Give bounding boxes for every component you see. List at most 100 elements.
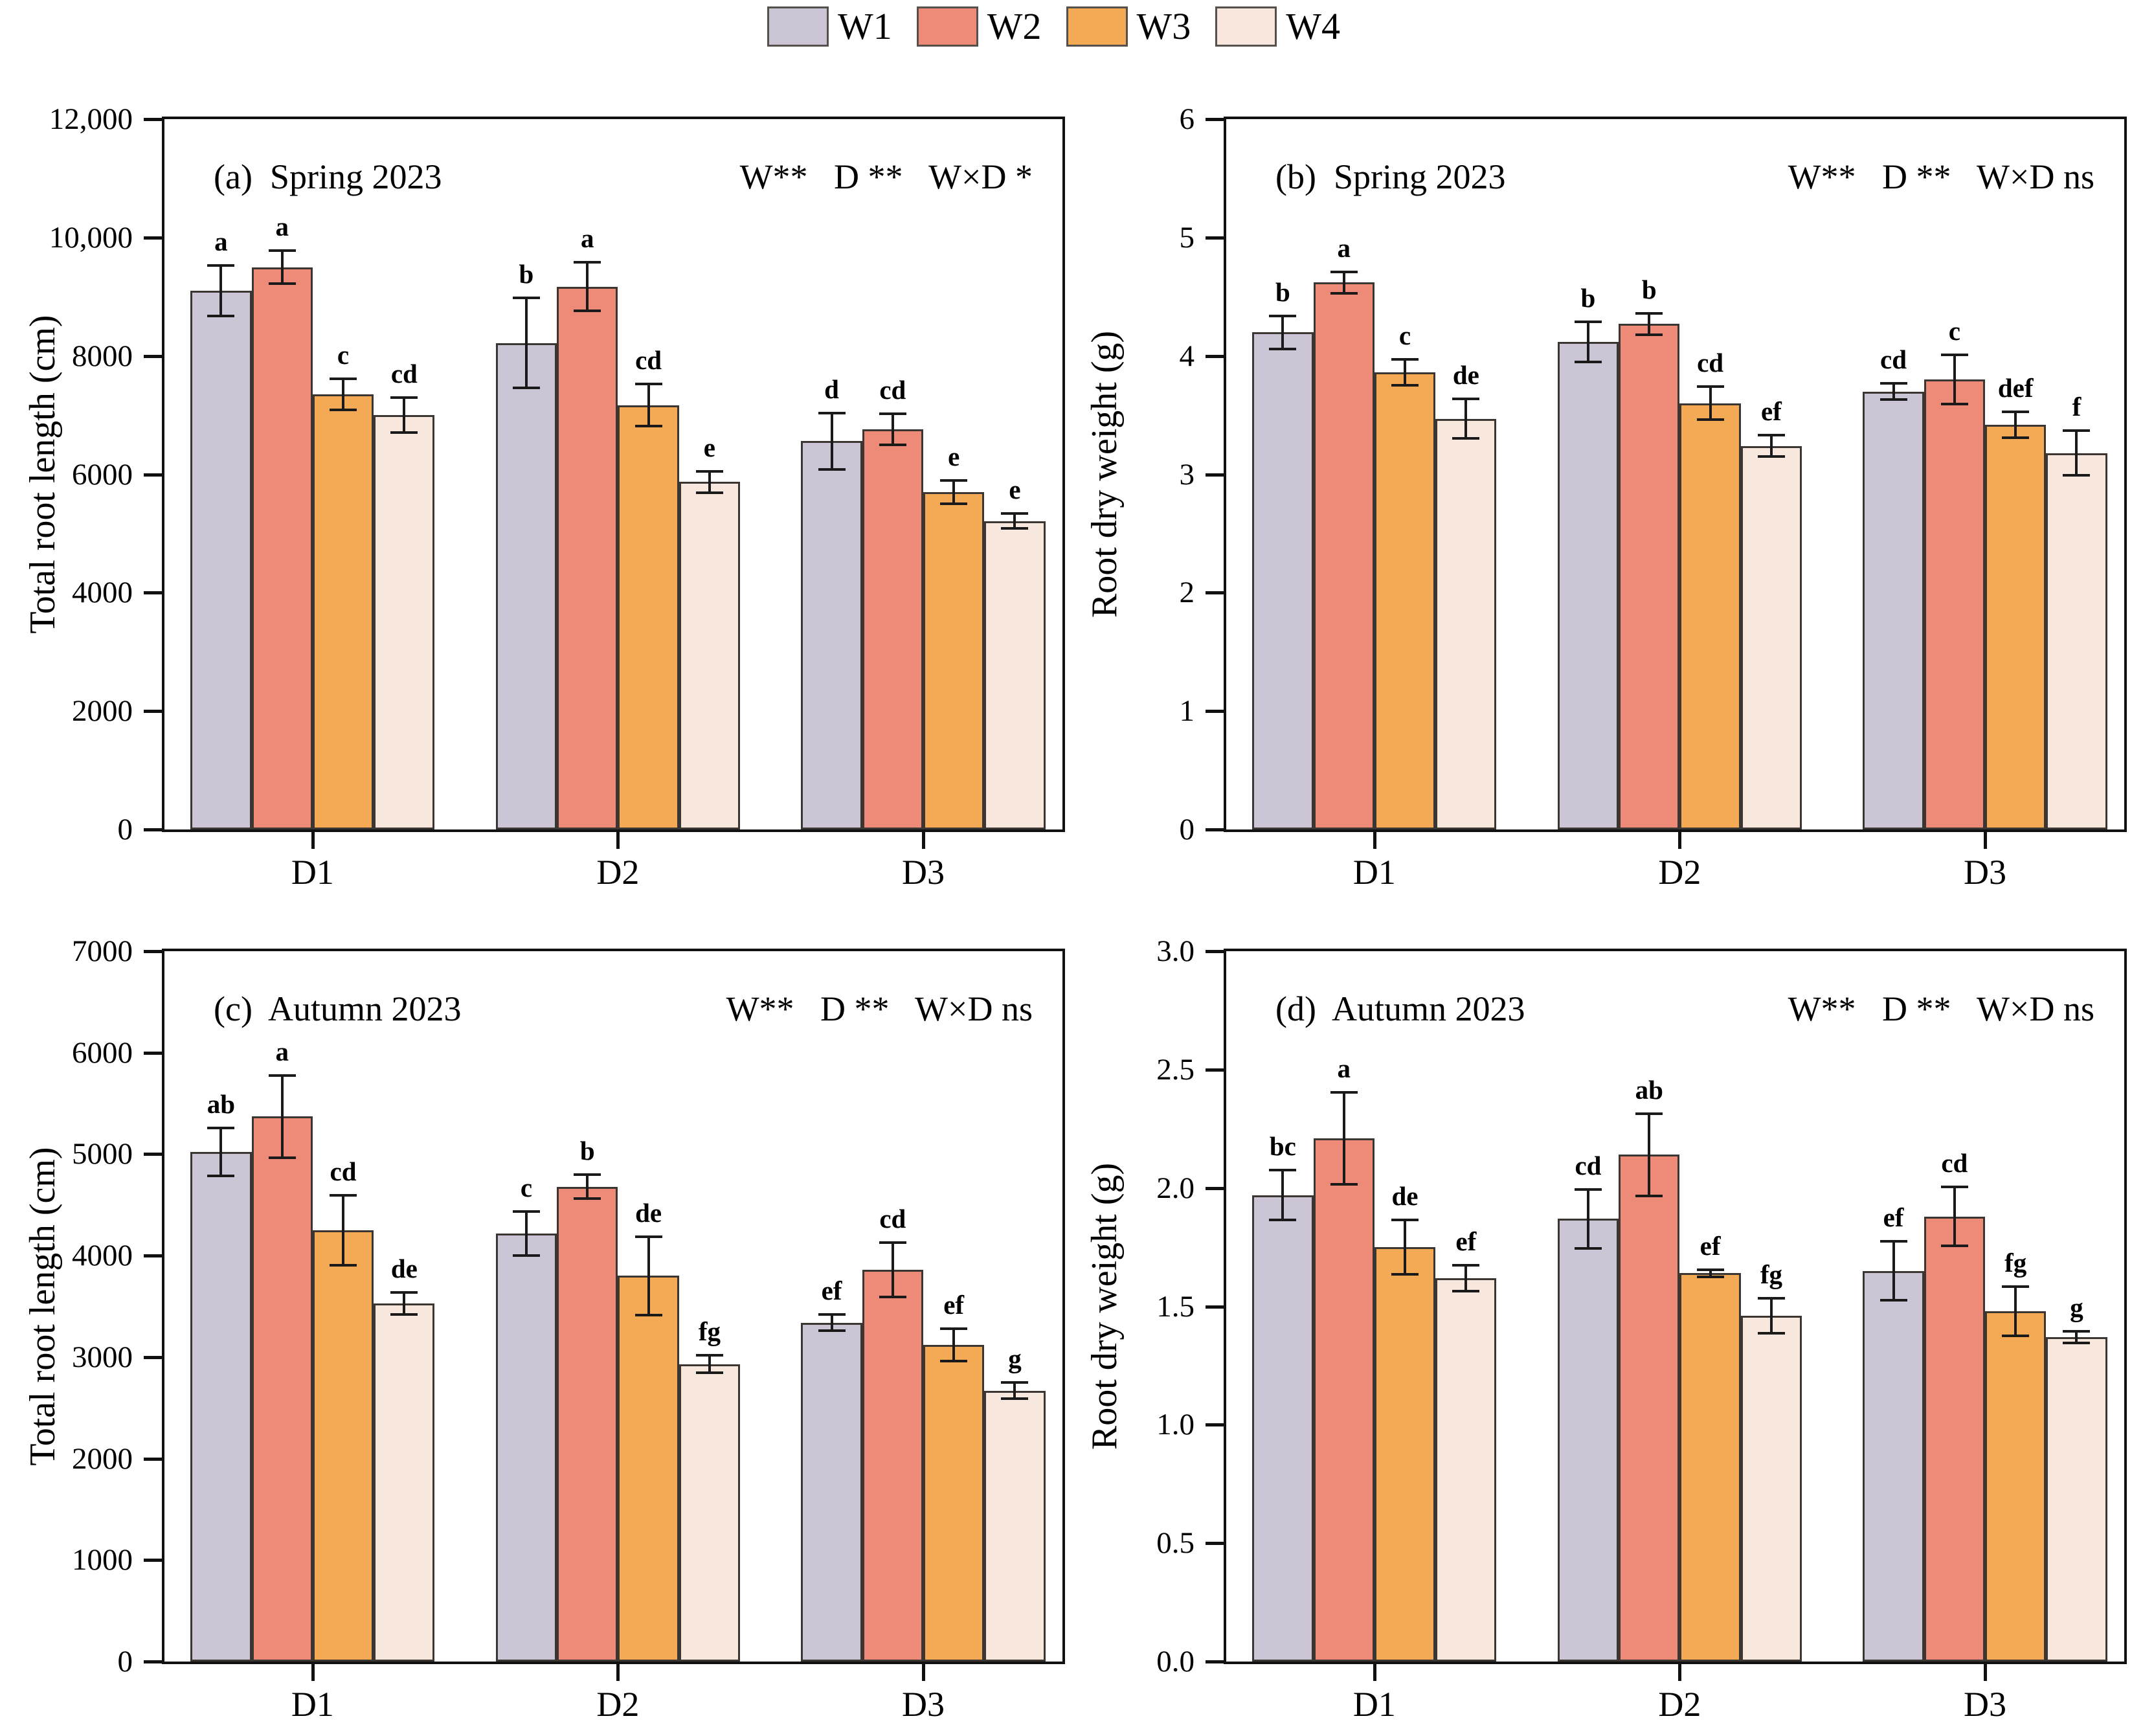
- y-tick-label: 2000: [72, 1441, 133, 1476]
- error-bar: [586, 261, 589, 312]
- panel-title-d: (d) Autumn 2023: [1275, 989, 1525, 1028]
- bar-b-D1-W2: [1313, 282, 1374, 829]
- bar-c-D1-W4: [374, 1303, 435, 1662]
- sig-letter: bc: [1269, 1131, 1296, 1162]
- x-tick-label: D2: [1658, 853, 1701, 892]
- error-bar: [2075, 1330, 2078, 1344]
- error-bar-cap-bottom: [1574, 360, 1602, 363]
- x-tick-label: D2: [1658, 1685, 1701, 1724]
- error-bar: [952, 1327, 956, 1362]
- error-bar-cap-bottom: [2063, 1342, 2091, 1344]
- error-bar: [1586, 320, 1589, 363]
- y-tick-mark: [144, 473, 162, 477]
- error-bar-cap-top: [512, 1210, 540, 1213]
- error-bar-cap-top: [207, 264, 235, 267]
- error-bar-cap-bottom: [1269, 1218, 1297, 1221]
- error-bar: [524, 1210, 528, 1257]
- legend-item-w3: W3: [1066, 5, 1191, 48]
- y-tick-label: 10,000: [49, 220, 133, 254]
- error-bar-cap-bottom: [2002, 1335, 2030, 1338]
- y-tick-label: 0: [117, 813, 133, 846]
- error-bar: [1342, 1090, 1345, 1186]
- sig-letter: cd: [879, 1204, 906, 1234]
- y-tick-label: 1.0: [1156, 1408, 1195, 1442]
- x-tick-mark: [1984, 832, 1987, 849]
- error-bar: [2014, 410, 2017, 439]
- sig-letter: g: [1008, 1344, 1022, 1374]
- sig-letter: e: [1009, 475, 1021, 504]
- error-bar-cap-top: [695, 1354, 723, 1357]
- bar-b-D1-W4: [1435, 418, 1497, 829]
- bar-a-D3-W1: [801, 441, 862, 829]
- y-tick-mark: [144, 118, 162, 121]
- error-bar: [403, 1291, 406, 1316]
- bar-b-D3-W4: [2046, 453, 2107, 829]
- bar-a-D2-W4: [679, 482, 741, 829]
- x-tick-label: D3: [1964, 1685, 2006, 1724]
- sig-letter: cd: [1575, 1150, 1602, 1180]
- error-bar-cap-top: [1330, 1090, 1358, 1094]
- error-bar: [1404, 1219, 1406, 1276]
- x-tick-label: D2: [596, 1685, 640, 1724]
- error-bar-cap-bottom: [634, 425, 662, 428]
- error-bar-cap-top: [1330, 271, 1358, 274]
- bar-a-D1-W4: [374, 415, 435, 829]
- y-tick-mark: [144, 354, 162, 358]
- bar-a-D1-W2: [251, 267, 313, 829]
- error-bar: [280, 1074, 284, 1160]
- sig-letter: c: [1398, 321, 1411, 351]
- sig-letter: cd: [635, 344, 662, 375]
- error-bar-cap-top: [879, 1241, 906, 1245]
- sig-letter: e: [703, 433, 715, 463]
- x-tick-label: D3: [902, 853, 945, 892]
- sig-letter: cd: [390, 358, 418, 389]
- y-tick-mark: [144, 1051, 162, 1055]
- anova-summary-d: W** D ** W×D ns: [1788, 989, 2094, 1028]
- error-bar-cap-bottom: [2063, 474, 2091, 477]
- x-tick-label: D3: [902, 1685, 945, 1724]
- sig-letter: ef: [1760, 396, 1782, 427]
- x-tick-label: D1: [1352, 853, 1396, 892]
- error-bar: [1892, 1240, 1895, 1302]
- sig-letter: cd: [1880, 344, 1907, 374]
- error-bar-cap-bottom: [879, 443, 906, 446]
- bar-b-D1-W1: [1252, 332, 1314, 829]
- legend-label: W1: [838, 5, 892, 47]
- bar-b-D2-W4: [1740, 445, 1802, 829]
- error-bar-cap-bottom: [695, 491, 723, 494]
- error-bar-cap-bottom: [1001, 527, 1029, 530]
- bar-c-D2-W1: [495, 1233, 557, 1662]
- error-bar-cap-top: [1391, 358, 1419, 361]
- error-bar: [1709, 1268, 1712, 1278]
- y-tick-label: 5000: [72, 1137, 133, 1171]
- error-bar-cap-top: [268, 249, 296, 253]
- bar-a-D1-W3: [312, 394, 374, 829]
- x-tick-label: D1: [1352, 1685, 1396, 1724]
- error-bar-cap-bottom: [1452, 1289, 1480, 1292]
- bar-c-D1-W3: [312, 1230, 374, 1662]
- x-tick-label: D3: [1964, 853, 2006, 892]
- x-tick-mark: [1373, 1664, 1376, 1681]
- legend-label: W3: [1136, 5, 1191, 47]
- error-bar: [830, 411, 833, 471]
- error-bar-cap-bottom: [1391, 1272, 1419, 1276]
- y-tick-mark: [1206, 1660, 1224, 1663]
- panel-title-c: (c) Autumn 2023: [214, 989, 462, 1028]
- x-tick-mark: [616, 832, 620, 849]
- sig-letter: ef: [943, 1290, 965, 1320]
- sig-letter: cd: [330, 1156, 357, 1186]
- error-bar-cap-top: [1757, 434, 1785, 437]
- y-tick-label: 1000: [72, 1543, 133, 1577]
- y-tick-label: 0: [117, 1645, 133, 1678]
- error-bar-cap-bottom: [1696, 1275, 1724, 1278]
- error-bar-cap-top: [512, 297, 540, 300]
- bar-a-D1-W1: [190, 291, 252, 829]
- legend-swatch-icon: [1215, 6, 1277, 47]
- bar-d-D1-W2: [1313, 1138, 1374, 1662]
- sig-letter: cd: [1697, 348, 1724, 378]
- x-tick-mark: [922, 832, 925, 849]
- error-bar-cap-bottom: [1879, 398, 1907, 401]
- y-tick-mark: [1206, 1542, 1224, 1546]
- y-tick-mark: [144, 1457, 162, 1461]
- sig-letter: ef: [821, 1276, 842, 1306]
